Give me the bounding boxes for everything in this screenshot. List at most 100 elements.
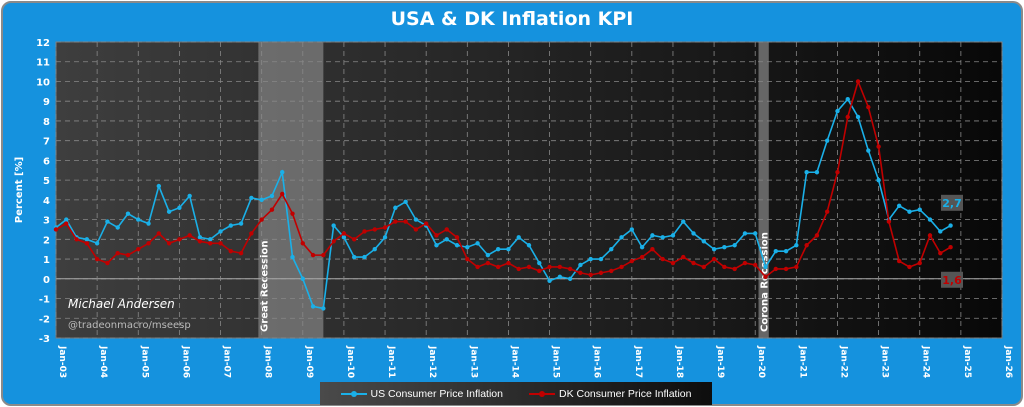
us-data-point [722, 245, 727, 250]
dk-data-point [156, 231, 162, 236]
dk-series-line [55, 79, 951, 278]
x-tick-label: Jan-26 [1003, 345, 1013, 378]
dk-data-point [64, 221, 69, 226]
recession-label: Great Recession [259, 241, 270, 332]
y-tick-label: 7 [43, 137, 50, 148]
us-data-point [393, 205, 398, 210]
us-data-point [269, 193, 275, 199]
dk-data-point [434, 233, 439, 238]
y-tick-label: 3 [43, 216, 50, 227]
us-data-point [331, 223, 336, 228]
us-data-point [208, 237, 213, 242]
dk-data-point [557, 264, 563, 270]
dk-data-point [619, 264, 624, 270]
last-value-label: 2,7 [942, 197, 962, 210]
us-data-point [557, 274, 563, 280]
dk-data-point [691, 260, 696, 266]
dk-data-point [783, 266, 789, 272]
dk-data-point [94, 256, 100, 262]
us-data-point [824, 138, 830, 143]
legend-label-us: US Consumer Price Inflation [370, 387, 503, 400]
legend-swatch-dk [529, 390, 555, 397]
dk-data-point [732, 266, 737, 272]
dk-data-point [639, 254, 645, 260]
y-tick-label: -1 [39, 295, 50, 306]
us-data-point [516, 235, 521, 240]
us-data-point [249, 195, 254, 201]
dk-data-point [300, 241, 305, 246]
us-data-point [310, 304, 316, 309]
last-value-badge [941, 271, 963, 288]
us-data-point [506, 247, 511, 252]
us-data-point [660, 235, 665, 240]
y-axis-title: Percent [%] [14, 157, 25, 223]
legend-item-dk[interactable]: DK Consumer Price Inflation [529, 388, 691, 400]
us-data-point [567, 276, 573, 281]
us-data-point [197, 235, 203, 240]
dk-data-point [660, 256, 665, 262]
dk-data-point [917, 260, 922, 266]
x-tick-label: Jan-11 [386, 345, 396, 378]
dk-data-point [105, 260, 110, 266]
x-tick-label: Jan-10 [345, 345, 355, 378]
us-data-point [526, 243, 532, 248]
us-data-point [609, 247, 614, 252]
x-tick-label: Jan-13 [468, 345, 478, 378]
x-tick-label: Jan-06 [180, 345, 190, 378]
us-data-point [711, 247, 717, 252]
dk-data-point [855, 79, 861, 84]
us-data-point [290, 254, 295, 260]
us-data-point [177, 205, 182, 210]
us-data-point [238, 221, 244, 226]
dk-data-point [722, 264, 727, 270]
dk-data-point [53, 227, 59, 232]
us-data-point [280, 170, 285, 175]
us-data-point [598, 256, 604, 262]
dk-data-point [115, 250, 120, 256]
us-data-point [465, 245, 470, 250]
dk-data-point [218, 241, 223, 246]
dk-data-point [547, 264, 552, 270]
dk-data-point [475, 264, 480, 270]
us-data-point [125, 211, 131, 216]
us-data-point [876, 177, 881, 183]
us-data-point [804, 170, 809, 175]
recession-band [758, 42, 769, 338]
us-data-point [485, 252, 491, 258]
x-tick-label: Jan-15 [551, 345, 561, 378]
dk-data-point [136, 247, 141, 252]
dk-data-point [197, 239, 203, 244]
us-data-point [896, 203, 902, 208]
dk-data-point [681, 254, 686, 260]
dk-data-point [753, 262, 758, 268]
us-data-point [855, 114, 861, 120]
us-data-point [670, 233, 676, 238]
us-data-point [115, 225, 120, 230]
y-tick-label: 0 [43, 275, 50, 286]
dk-data-point [382, 225, 388, 230]
us-series-line [55, 97, 951, 310]
dk-data-point [393, 219, 398, 224]
dk-data-point [650, 247, 655, 252]
dk-data-point [588, 272, 593, 278]
dk-data-point [506, 260, 511, 266]
us-data-point [753, 231, 758, 236]
dk-data-point [413, 227, 419, 232]
us-data-point [228, 223, 234, 228]
dk-data-point [280, 191, 285, 197]
dk-data-point [177, 237, 182, 242]
us-data-point [907, 209, 912, 214]
dk-data-point [804, 243, 809, 248]
dk-data-point [465, 256, 470, 262]
x-tick-label: Jan-22 [838, 345, 848, 378]
dk-data-point [331, 239, 336, 244]
legend-item-us[interactable]: US Consumer Price Inflation [340, 387, 503, 400]
dk-data-point [259, 217, 264, 222]
x-tick-label: Jan-16 [592, 345, 602, 378]
us-data-point [794, 243, 799, 248]
dk-data-point [495, 264, 501, 270]
handle-watermark: @tradeonmacro/mseesp [68, 320, 191, 331]
y-tick-label: 5 [43, 176, 50, 187]
x-tick-label: Jan-25 [962, 345, 972, 378]
